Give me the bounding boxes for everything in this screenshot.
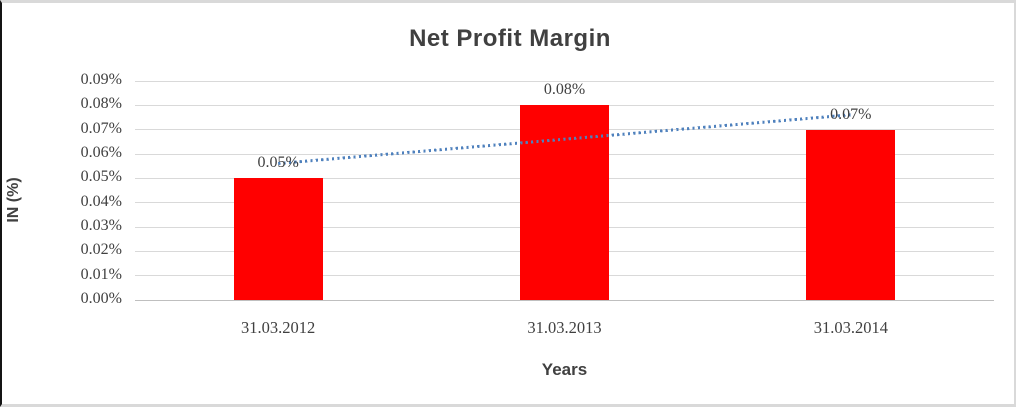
y-tick-label: 0.05% — [80, 168, 122, 186]
x-tick-label: 31.03.2013 — [527, 318, 602, 337]
y-tick-label: 0.06% — [80, 144, 122, 161]
y-tick-label: 0.02% — [80, 241, 122, 259]
x-tick-label: 31.03.2014 — [813, 318, 888, 337]
data-label: 0.07% — [830, 105, 872, 123]
y-tick-label: 0.01% — [80, 265, 122, 283]
y-tick-label: 0.08% — [80, 95, 122, 113]
bar — [233, 178, 323, 300]
y-tick-label: 0.04% — [80, 192, 122, 210]
x-axis-line — [135, 299, 994, 301]
bar — [806, 129, 896, 300]
y-tick-label: 0.07% — [80, 119, 122, 137]
x-tick-label: 31.03.2012 — [241, 318, 316, 337]
y-tick-label: 0.09% — [80, 71, 122, 88]
y-tick-label: 0.03% — [80, 217, 122, 234]
chart-title: Net Profit Margin — [409, 25, 611, 52]
y-axis-title: IN (%) — [5, 177, 22, 223]
data-label: 0.05% — [257, 154, 299, 172]
y-tick-label: 0.00% — [80, 290, 122, 307]
gridline — [135, 80, 994, 82]
x-axis-title: Years — [541, 360, 588, 379]
data-label: 0.08% — [543, 81, 586, 99]
